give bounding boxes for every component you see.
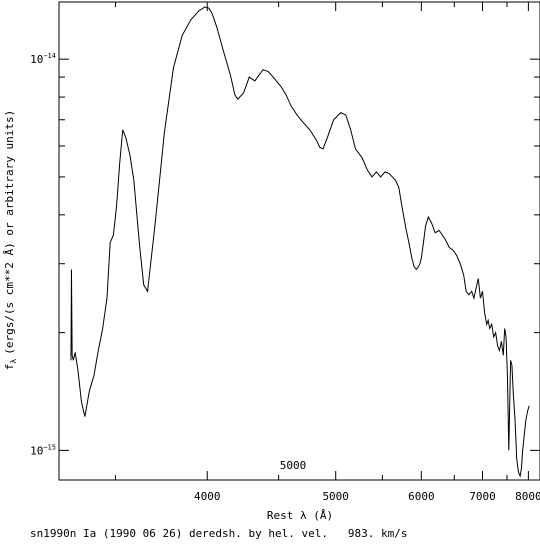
axis-ticks xyxy=(59,2,540,480)
y-axis-subscript: λ xyxy=(9,359,18,364)
x-axis-label: Rest λ (Å) xyxy=(267,509,333,522)
x-tick-label: 6000 xyxy=(408,490,435,503)
y-tick-label: 10−15 xyxy=(30,443,56,457)
y-axis-unit: (ergs/(s cm**2 Å) or arbitrary units) xyxy=(3,110,16,355)
top-axis-label: 5000 xyxy=(280,459,307,472)
x-tick-label: 4000 xyxy=(194,490,221,503)
spectrum-caption: sn1990n Ia (1990 06 26) deredsh. by hel.… xyxy=(30,527,408,540)
y-tick-label: 10−14 xyxy=(30,52,56,66)
y-axis-symbol: f xyxy=(3,364,16,371)
y-axis-label: fλ (ergs/(s cm**2 Å) or arbitrary units) xyxy=(3,110,18,371)
x-tick-label: 7000 xyxy=(469,490,496,503)
axis-tick-labels: 4000 5000 6000 7000 8000 10−15 10−14 xyxy=(30,52,540,503)
plot-frame xyxy=(58,1,540,481)
x-tick-label: 5000 xyxy=(322,490,349,503)
x-tick-label: 8000 xyxy=(515,490,540,503)
spectrum-line xyxy=(70,6,530,478)
